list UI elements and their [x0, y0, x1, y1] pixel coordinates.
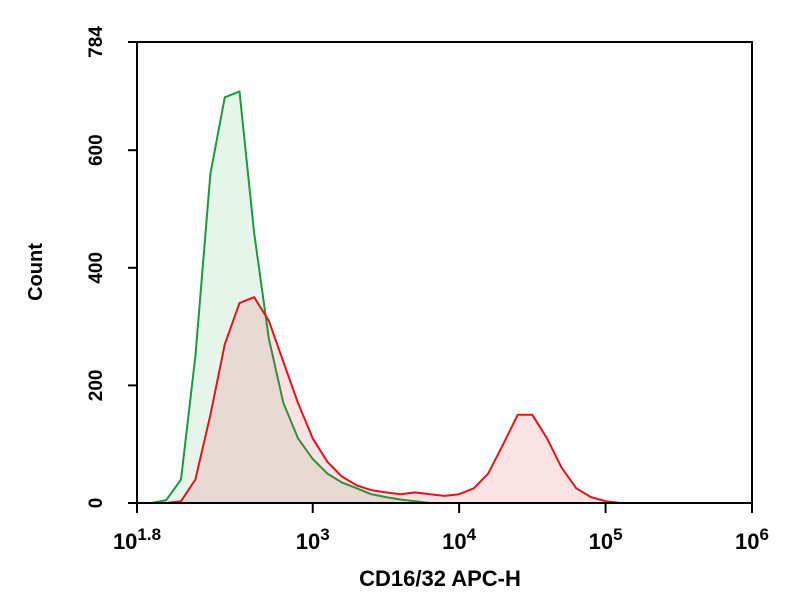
- x-tick-base: 10: [589, 529, 613, 554]
- y-axis-label: Count: [25, 243, 47, 301]
- x-tick-label: 101.8: [113, 525, 161, 554]
- x-tick-label: 105: [589, 525, 623, 554]
- y-tick-label: 0: [86, 498, 107, 509]
- y-tick-label: 400: [86, 252, 107, 284]
- x-tick-base: 10: [113, 529, 137, 554]
- histogram-area: [137, 297, 665, 503]
- x-tick-label: 106: [735, 525, 769, 554]
- y-tick-label: 200: [86, 370, 107, 402]
- x-axis-label: CD16/32 APC-H: [359, 566, 521, 591]
- x-tick-base: 10: [442, 529, 466, 554]
- histogram-line: [137, 296, 665, 504]
- x-tick-base: 10: [735, 529, 759, 554]
- x-tick-exponent: 1.8: [137, 525, 161, 544]
- x-tick-exponent: 3: [320, 525, 329, 544]
- x-tick-exponent: 4: [467, 525, 477, 544]
- x-tick-exponent: 6: [760, 525, 769, 544]
- histogram-area: [137, 91, 665, 504]
- plot-frame: [136, 41, 753, 504]
- y-tick-label: 600: [86, 134, 107, 166]
- x-tick-label: 104: [442, 525, 476, 554]
- y-tick-label: 784: [86, 26, 107, 58]
- x-tick-exponent: 5: [613, 525, 622, 544]
- x-tick-base: 10: [296, 529, 320, 554]
- x-tick-label: 103: [296, 525, 330, 554]
